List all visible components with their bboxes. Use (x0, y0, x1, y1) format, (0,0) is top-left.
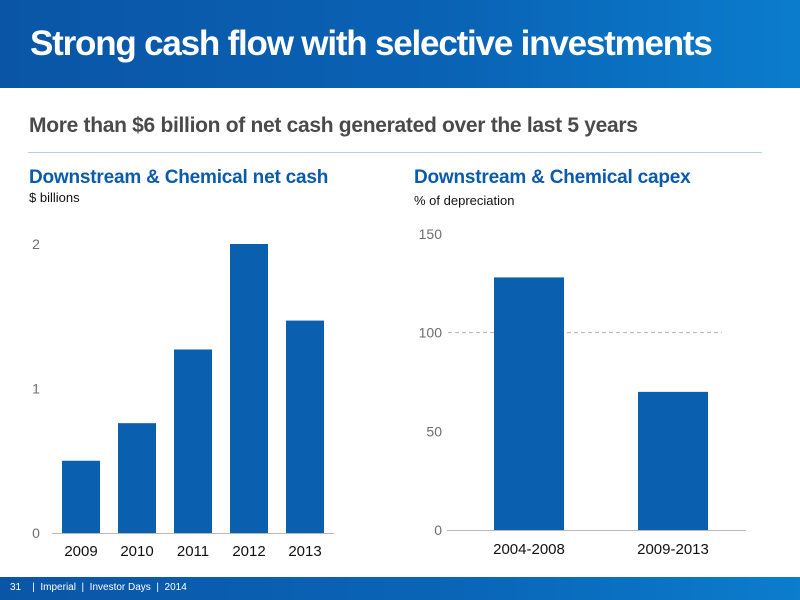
net-cash-chart-title: Downstream & Chemical net cash (29, 167, 329, 188)
net-cash-bar-2013 (286, 320, 324, 533)
capex-y-tick-label: 50 (426, 423, 442, 439)
net-cash-y-tick-label: 1 (32, 381, 40, 397)
slide-subtitle: More than $6 billion of net cash generat… (29, 114, 638, 137)
capex-y-tick-label: 0 (434, 522, 442, 538)
capex-chart-title: Downstream & Chemical capex (414, 167, 691, 188)
capex-y-tick-label: 150 (419, 226, 443, 242)
net-cash-y-tick-label: 2 (32, 236, 40, 252)
footer-band: 31 | Imperial | Investor Days | 2014 (0, 577, 800, 600)
net-cash-bar-2011 (174, 349, 212, 533)
capex-category-label: 2004-2008 (493, 541, 565, 558)
footer-text: 31 | Imperial | Investor Days | 2014 (10, 582, 187, 593)
net-cash-bar-2009 (62, 460, 100, 533)
capex-bar-chart: 0 50 100 150 2004-2008 2009-2013 (419, 226, 746, 558)
capex-bar-2004-2008 (494, 277, 564, 530)
net-cash-category-label: 2010 (120, 543, 153, 560)
net-cash-bar-chart: 0 1 2 2009 2010 2011 2012 2013 (32, 236, 334, 560)
net-cash-chart-unit: $ billions (29, 190, 80, 205)
net-cash-category-label: 2009 (64, 543, 97, 560)
net-cash-bar-2010 (118, 423, 156, 533)
net-cash-category-label: 2013 (288, 543, 321, 560)
capex-bar-2009-2013 (638, 391, 708, 530)
net-cash-category-label: 2011 (177, 543, 209, 560)
slide-title: Strong cash flow with selective investme… (30, 24, 713, 63)
net-cash-y-tick-label: 0 (32, 525, 40, 541)
divider-rule (28, 152, 762, 153)
header-band (0, 0, 800, 88)
net-cash-category-label: 2012 (232, 543, 265, 560)
capex-y-tick-label: 100 (419, 325, 443, 341)
capex-chart-unit: % of depreciation (414, 193, 515, 208)
capex-category-label: 2009-2013 (637, 541, 709, 558)
net-cash-bar-2012 (230, 244, 268, 533)
